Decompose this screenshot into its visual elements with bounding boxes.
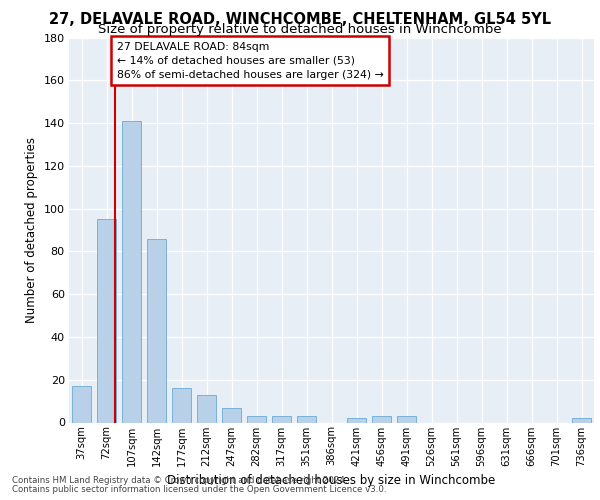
Text: 27 DELAVALE ROAD: 84sqm
← 14% of detached houses are smaller (53)
86% of semi-de: 27 DELAVALE ROAD: 84sqm ← 14% of detache… [117,42,383,80]
Bar [572,418,591,422]
Text: Contains public sector information licensed under the Open Government Licence v3: Contains public sector information licen… [12,485,386,494]
Bar [347,418,366,422]
Bar [72,386,91,422]
Bar [147,238,166,422]
Y-axis label: Number of detached properties: Number of detached properties [25,137,38,323]
Bar [297,416,316,422]
Bar [372,416,391,422]
Bar [272,416,291,422]
Bar [122,121,141,422]
Bar [97,220,116,422]
Bar [197,394,216,422]
Text: Contains HM Land Registry data © Crown copyright and database right 2024.: Contains HM Land Registry data © Crown c… [12,476,347,485]
Text: 27, DELAVALE ROAD, WINCHCOMBE, CHELTENHAM, GL54 5YL: 27, DELAVALE ROAD, WINCHCOMBE, CHELTENHA… [49,12,551,28]
Bar [222,408,241,422]
Text: Size of property relative to detached houses in Winchcombe: Size of property relative to detached ho… [98,22,502,36]
Bar [247,416,266,422]
X-axis label: Distribution of detached houses by size in Winchcombe: Distribution of detached houses by size … [167,474,496,487]
Bar [397,416,416,422]
Bar [172,388,191,422]
